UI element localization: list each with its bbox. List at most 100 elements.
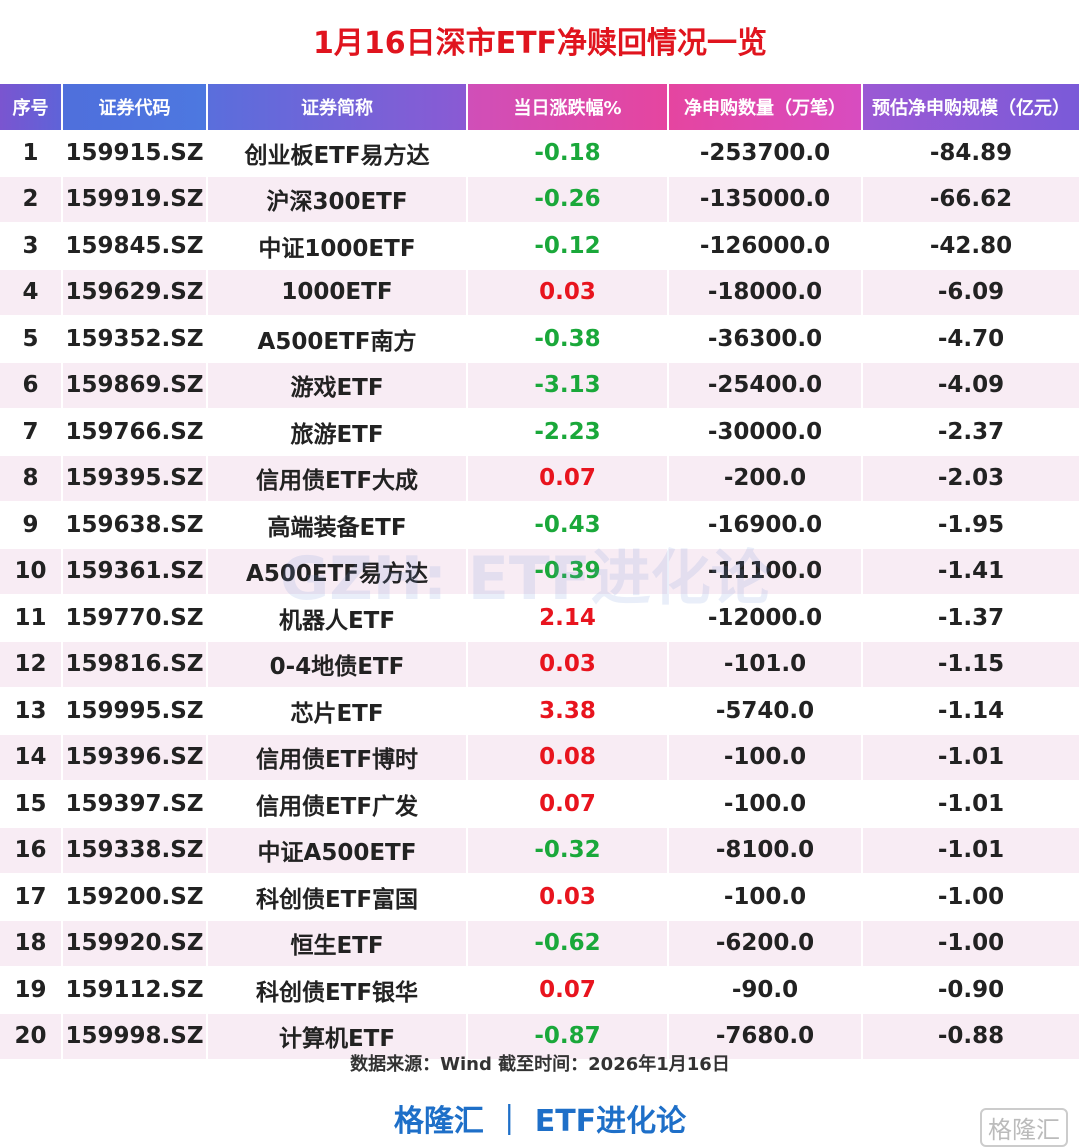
table-cell: 159998.SZ	[62, 1013, 208, 1060]
table-cell: -2.37	[862, 408, 1080, 456]
column-header: 净申购数量（万笔）	[668, 84, 863, 130]
table-cell: -18000.0	[668, 269, 863, 316]
table-cell: 17	[0, 873, 63, 921]
table-cell: 159995.SZ	[62, 687, 208, 735]
table-cell: -0.87	[467, 1013, 669, 1060]
table-row: 1 159915.SZ 创业板ETF易方达 -0.18 -253700.0 -84.89	[0, 130, 1080, 177]
table-cell: -135000.0	[668, 176, 863, 223]
table-cell: -100.0	[668, 780, 863, 828]
column-header: 序号	[0, 84, 63, 130]
table-cell: 中证A500ETF	[207, 827, 468, 874]
table-cell: 159766.SZ	[62, 408, 208, 456]
table-cell: 159919.SZ	[62, 176, 208, 223]
table-cell: 0-4地债ETF	[207, 641, 468, 688]
table-row: 8 159395.SZ 信用债ETF大成 0.07 -200.0 -2.03	[0, 455, 1080, 502]
table-cell: 信用债ETF大成	[207, 455, 468, 502]
table-row: 19 159112.SZ 科创债ETF银华 0.07 -90.0 -0.90	[0, 966, 1080, 1014]
table-cell: -3.13	[467, 362, 669, 409]
table-cell: 16	[0, 827, 63, 874]
table-cell: -253700.0	[668, 130, 863, 177]
table-cell: -2.23	[467, 408, 669, 456]
table-cell: -2.03	[862, 455, 1080, 502]
column-header: 证券代码	[62, 84, 208, 130]
header-row: 序号 证券代码 证券简称 当日涨跌幅% 净申购数量（万笔） 预估净申购规模（亿元）	[0, 84, 1080, 130]
column-header: 证券简称	[207, 84, 468, 130]
table-cell: 机器人ETF	[207, 594, 468, 642]
table-cell: 5	[0, 315, 63, 363]
table-row: 3 159845.SZ 中证1000ETF -0.12 -126000.0 -42.80	[0, 222, 1080, 270]
table-cell: -6200.0	[668, 920, 863, 967]
table-row: 5 159352.SZ A500ETF南方 -0.38 -36300.0 -4.70	[0, 315, 1080, 363]
table-cell: 4	[0, 269, 63, 316]
table-cell: -0.12	[467, 222, 669, 270]
table-cell: -1.41	[862, 548, 1080, 595]
table-cell: A500ETF南方	[207, 315, 468, 363]
table-cell: 3.38	[467, 687, 669, 735]
table-cell: 信用债ETF博时	[207, 734, 468, 781]
table-cell: A500ETF易方达	[207, 548, 468, 595]
table-cell: -6.09	[862, 269, 1080, 316]
table-cell: 0.07	[467, 780, 669, 828]
table-cell: 游戏ETF	[207, 362, 468, 409]
table-cell: 0.07	[467, 455, 669, 502]
table-cell: 8	[0, 455, 63, 502]
table-cell: -4.70	[862, 315, 1080, 363]
table-cell: -0.26	[467, 176, 669, 223]
table-cell: 3	[0, 222, 63, 270]
table-cell: 0.03	[467, 873, 669, 921]
table-cell: 15	[0, 780, 63, 828]
table-cell: 159816.SZ	[62, 641, 208, 688]
column-header: 当日涨跌幅%	[467, 84, 669, 130]
table-cell: 创业板ETF易方达	[207, 130, 468, 177]
table-cell: 159869.SZ	[62, 362, 208, 409]
table-cell: 159629.SZ	[62, 269, 208, 316]
table-cell: 159361.SZ	[62, 548, 208, 595]
table-cell: 0.08	[467, 734, 669, 781]
table-cell: 计算机ETF	[207, 1013, 468, 1060]
table-row: 11 159770.SZ 机器人ETF 2.14 -12000.0 -1.37	[0, 594, 1080, 642]
table-cell: 高端装备ETF	[207, 501, 468, 549]
table-cell: -0.38	[467, 315, 669, 363]
table-cell: -200.0	[668, 455, 863, 502]
table-cell: -1.95	[862, 501, 1080, 549]
table-cell: -25400.0	[668, 362, 863, 409]
table-cell: -8100.0	[668, 827, 863, 874]
table-cell: -90.0	[668, 966, 863, 1014]
table-cell: 18	[0, 920, 63, 967]
table-cell: -0.90	[862, 966, 1080, 1014]
brand: 格隆汇 ｜ ETF进化论	[393, 1104, 687, 1139]
table-cell: 中证1000ETF	[207, 222, 468, 270]
table-cell: -100.0	[668, 873, 863, 921]
table-body: 1 159915.SZ 创业板ETF易方达 -0.18 -253700.0 -84.89 2…	[0, 130, 1080, 1060]
table-cell: -5740.0	[668, 687, 863, 735]
table-cell: 0.03	[467, 269, 669, 316]
table-cell: -1.01	[862, 827, 1080, 874]
table-cell: 6	[0, 362, 63, 409]
table-cell: 159352.SZ	[62, 315, 208, 363]
table-cell: 159915.SZ	[62, 130, 208, 177]
table-cell: 159395.SZ	[62, 455, 208, 502]
table-cell: -7680.0	[668, 1013, 863, 1060]
table-cell: 159638.SZ	[62, 501, 208, 549]
table-row: 13 159995.SZ 芯片ETF 3.38 -5740.0 -1.14	[0, 687, 1080, 735]
table-row: 2 159919.SZ 沪深300ETF -0.26 -135000.0 -66.62	[0, 176, 1080, 223]
table-row: 20 159998.SZ 计算机ETF -0.87 -7680.0 -0.88	[0, 1013, 1080, 1060]
table-cell: 芯片ETF	[207, 687, 468, 735]
logo: 格隆汇	[980, 1108, 1068, 1147]
table-cell: 159338.SZ	[62, 827, 208, 874]
table-cell: 12	[0, 641, 63, 688]
table-cell: 10	[0, 548, 63, 595]
table-cell: 159845.SZ	[62, 222, 208, 270]
table-cell: -1.00	[862, 920, 1080, 967]
table-cell: -4.09	[862, 362, 1080, 409]
table-row: 18 159920.SZ 恒生ETF -0.62 -6200.0 -1.00	[0, 920, 1080, 967]
table-cell: 20	[0, 1013, 63, 1060]
table-cell: -66.62	[862, 176, 1080, 223]
table-row: 10 159361.SZ A500ETF易方达 -0.39 -11100.0 -1.41	[0, 548, 1080, 595]
table-cell: -0.88	[862, 1013, 1080, 1060]
table-cell: 159920.SZ	[62, 920, 208, 967]
table-cell: 159112.SZ	[62, 966, 208, 1014]
table-cell: 2.14	[467, 594, 669, 642]
table-cell: -30000.0	[668, 408, 863, 456]
